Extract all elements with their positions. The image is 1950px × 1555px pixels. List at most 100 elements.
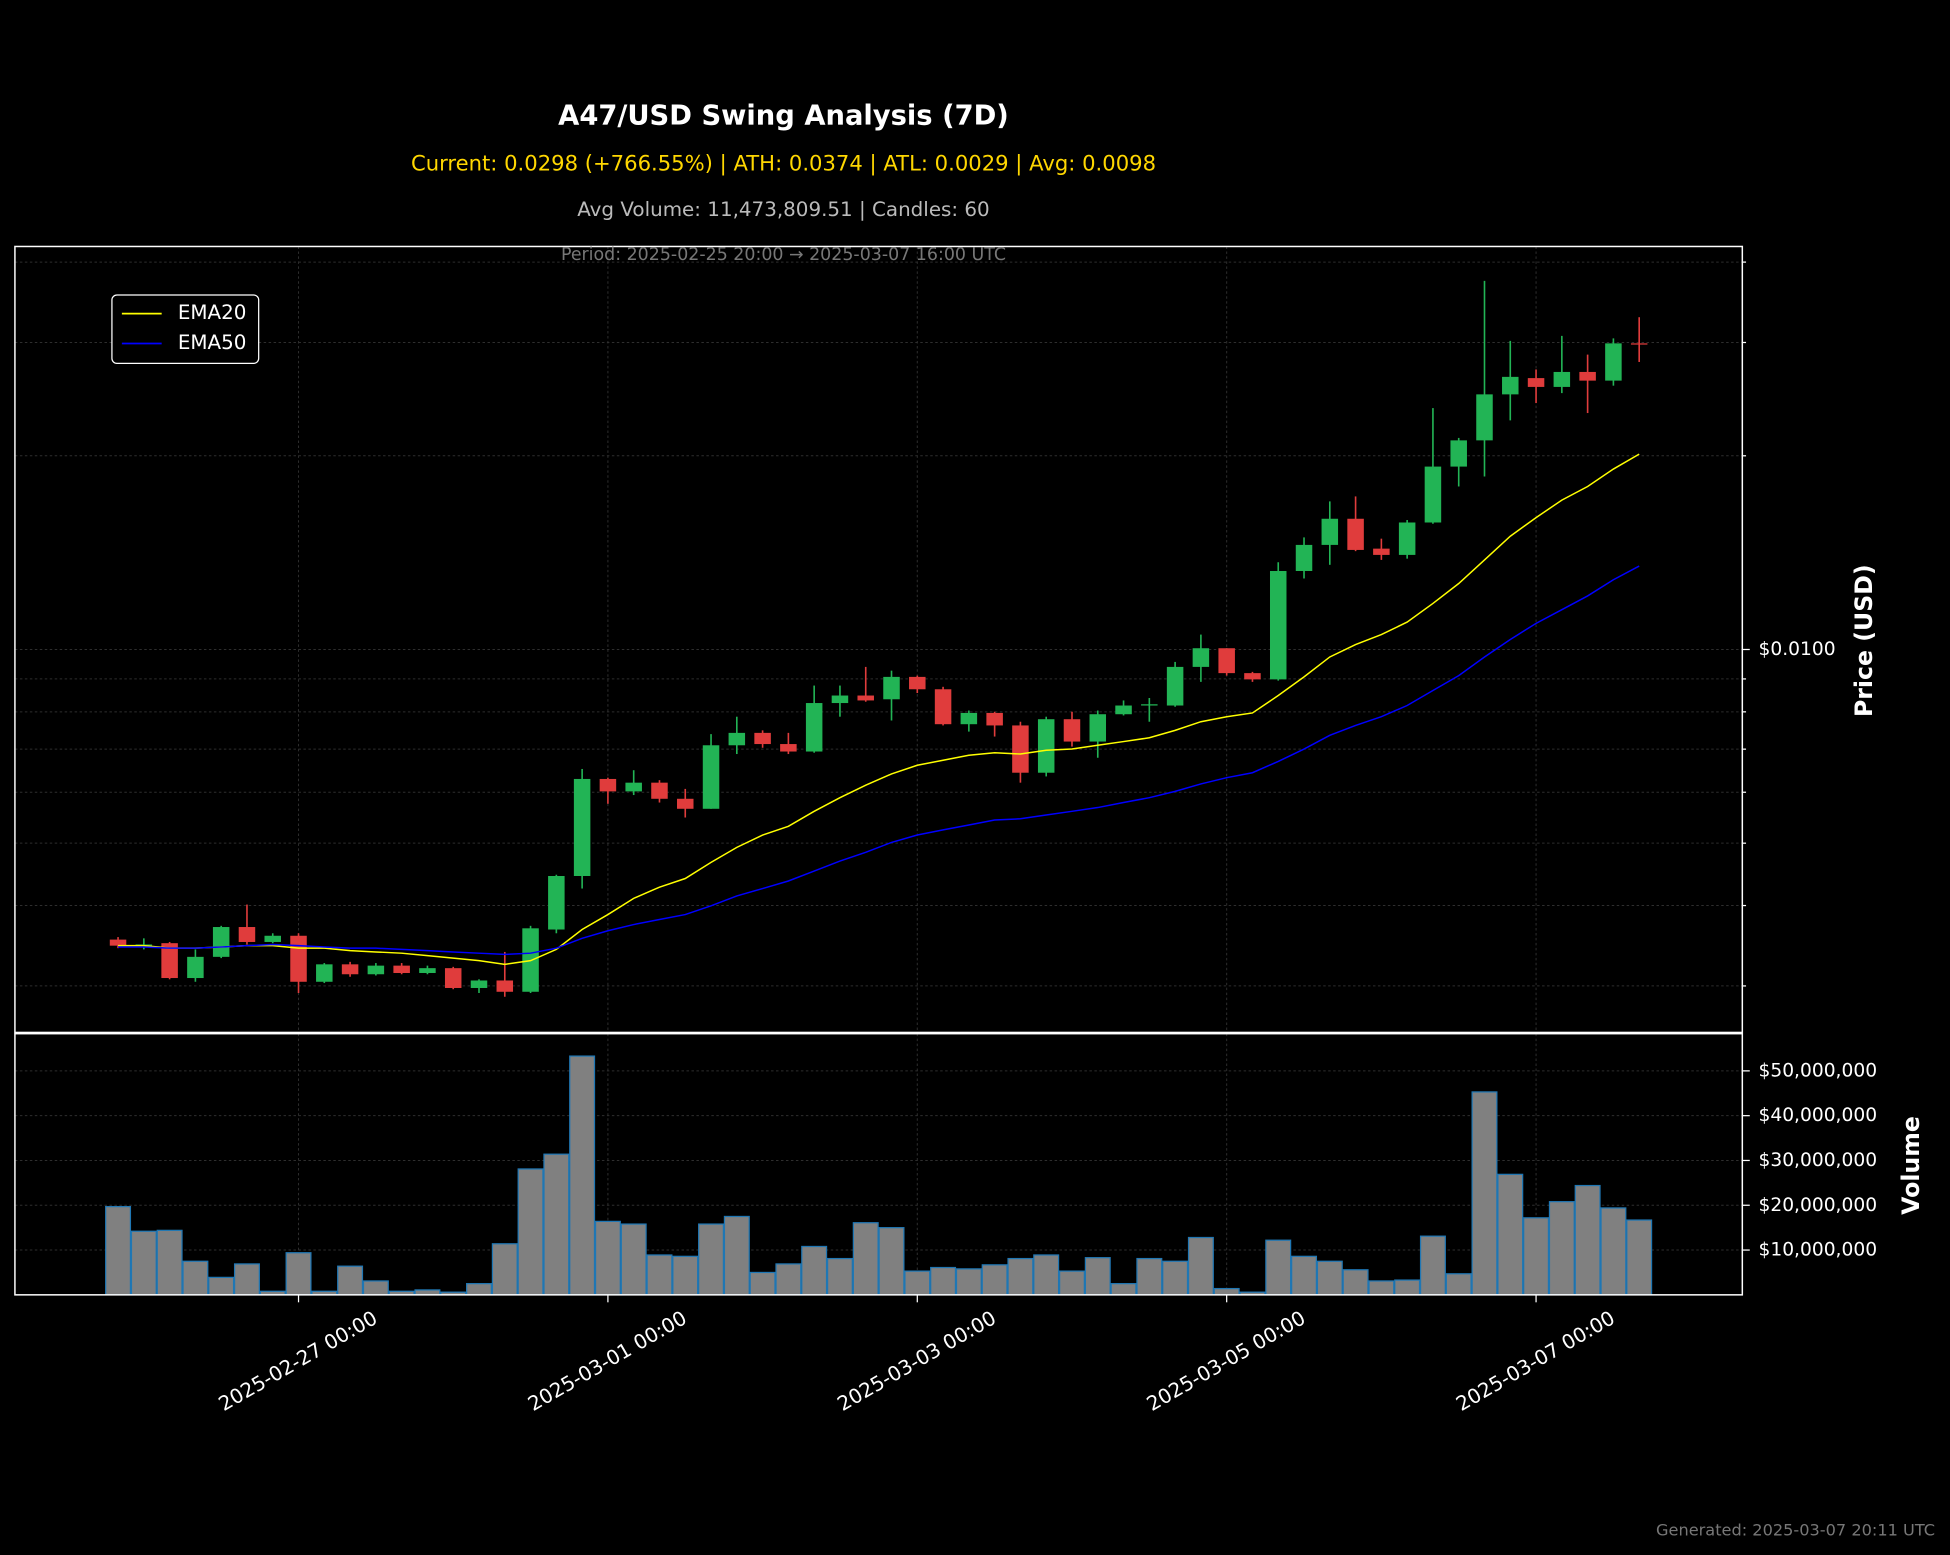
candle-body: [1321, 518, 1339, 545]
candle-body: [238, 927, 256, 942]
volume-bar: [930, 1266, 957, 1296]
volume-bar: [1187, 1236, 1214, 1296]
candle-body: [1295, 544, 1313, 571]
candle-body: [1141, 704, 1158, 706]
candle-body: [187, 956, 204, 979]
candle-body: [1347, 518, 1364, 550]
volume-bar: [517, 1168, 544, 1296]
volume-bar: [1523, 1217, 1550, 1296]
candle-body: [702, 745, 720, 809]
candle-body: [1527, 378, 1545, 387]
candle-body: [625, 782, 642, 792]
volume-tick-label: $50,000,000: [1758, 1060, 1877, 1081]
info-line: Avg Volume: 11,473,809.51 | Candles: 60: [577, 198, 989, 221]
candle-body: [1063, 719, 1081, 742]
volume-axes: [14, 1032, 1744, 1296]
candle-body: [1424, 466, 1442, 523]
volume-bar: [337, 1265, 364, 1296]
candle-body: [1476, 394, 1493, 441]
volume-bar: [1626, 1219, 1653, 1296]
volume-tick-label: $20,000,000: [1758, 1195, 1877, 1216]
candle-body: [1244, 673, 1261, 680]
volume-bar: [1058, 1270, 1085, 1296]
volume-bar: [105, 1205, 132, 1296]
legend-label: EMA50: [178, 331, 247, 354]
volume-bar: [749, 1271, 776, 1296]
candle-body: [1450, 440, 1467, 467]
candle-body: [1192, 648, 1210, 667]
candle-body: [470, 980, 488, 988]
candle-body: [986, 712, 1003, 726]
candle-body: [1115, 705, 1132, 715]
candle-body: [1218, 648, 1235, 674]
candle-body: [1579, 371, 1596, 381]
candle-body: [212, 927, 230, 957]
legend: EMA20 EMA50: [111, 294, 260, 364]
ema-line: [118, 565, 1640, 956]
candle-body: [316, 964, 333, 982]
volume-bar: [1291, 1255, 1318, 1296]
volume-bar: [1497, 1173, 1524, 1296]
volume-bar: [1600, 1207, 1627, 1296]
y-tick-label: $0.0100: [1758, 639, 1835, 660]
candle-body: [1630, 343, 1648, 345]
volume-bar: [208, 1276, 235, 1296]
legend-frame: [111, 294, 260, 364]
candle-body: [573, 778, 591, 876]
footer: Generated: 2025-03-07 20:11 UTC: [1656, 1521, 1935, 1540]
volume-bar: [981, 1264, 1008, 1296]
candle-body: [1269, 570, 1287, 680]
volume-bar: [1368, 1280, 1395, 1296]
volume-bar: [672, 1255, 699, 1296]
volume-bar: [1419, 1235, 1446, 1296]
volume-bar: [801, 1245, 828, 1296]
period-line: Period: 2025-02-25 20:00 → 2025-03-07 16…: [561, 245, 1006, 265]
volume-bar: [620, 1223, 647, 1296]
candle-body: [393, 965, 410, 974]
volume-bar: [646, 1254, 673, 1296]
candle-body: [367, 965, 385, 975]
candle-body: [651, 782, 668, 799]
volume-bar: [1265, 1239, 1292, 1296]
volume-bar: [1136, 1257, 1163, 1296]
candle-body: [444, 968, 462, 988]
chart-title: A47/USD Swing Analysis (7D): [558, 101, 1009, 132]
volume-axis-title: Volume: [1897, 1116, 1925, 1215]
candle-body: [109, 939, 127, 946]
ema-line: [118, 453, 1640, 966]
volume-bar: [955, 1268, 982, 1296]
volume-bar: [594, 1220, 621, 1296]
volume-bar: [156, 1229, 183, 1296]
candle-body: [341, 964, 359, 975]
candle-body: [909, 676, 926, 690]
candle-body: [960, 712, 978, 725]
volume-bar: [723, 1215, 750, 1296]
volume-bar: [1110, 1283, 1137, 1296]
volume-bar: [1033, 1254, 1060, 1296]
candle-body: [419, 968, 436, 974]
volume-bar: [1574, 1184, 1601, 1296]
candle-body: [548, 875, 565, 930]
candle-body: [1398, 522, 1416, 555]
candle-body: [754, 732, 771, 745]
volume-bar: [1342, 1269, 1369, 1296]
volume-bar: [1316, 1260, 1343, 1296]
volume-bar: [466, 1283, 492, 1296]
volume-bar: [1084, 1257, 1111, 1296]
volume-bar: [775, 1263, 802, 1296]
candle-body: [264, 935, 281, 942]
candle-body: [805, 703, 823, 752]
volume-bar: [543, 1153, 570, 1296]
volume-bar: [1394, 1279, 1421, 1296]
candle-body: [1553, 371, 1571, 387]
candle-body: [780, 744, 797, 752]
candle-body: [1502, 376, 1519, 395]
volume-bar: [233, 1263, 260, 1296]
volume-tick-label: $30,000,000: [1758, 1150, 1877, 1171]
volume-bar: [1007, 1257, 1034, 1296]
legend-label: EMA20: [178, 301, 247, 324]
marks: [105, 261, 1750, 1303]
volume-bar: [491, 1243, 518, 1296]
candle-body: [1166, 666, 1184, 706]
